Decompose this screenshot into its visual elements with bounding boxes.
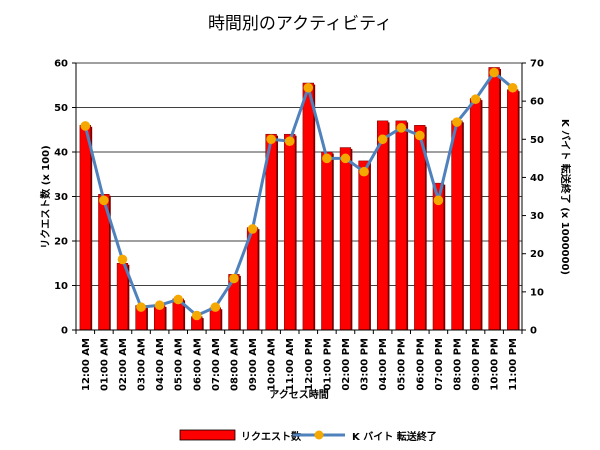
x-tick-label: 02:00 AM	[118, 338, 129, 391]
x-tick-label: 04:00 PM	[378, 338, 389, 391]
x-tick-label: 01:00 AM	[99, 338, 110, 391]
right-tick-label: 0	[530, 326, 537, 337]
bar	[376, 120, 389, 331]
right-axis-ticks: 0 10 20 30 40 50 60 70	[522, 59, 544, 337]
x-tick-label: 12:00 AM	[81, 338, 92, 391]
right-tick-label: 70	[530, 59, 544, 70]
legend-line-label: K バイト 転送終了	[352, 430, 437, 443]
legend-line-marker	[314, 430, 324, 440]
right-tick-label: 50	[530, 135, 544, 146]
bar	[321, 151, 333, 331]
x-tick-label: 11:00 AM	[285, 338, 296, 391]
legend: リクエスト数 K バイト 転送終了	[179, 429, 437, 443]
bar	[339, 147, 352, 331]
line-point	[173, 294, 184, 305]
line-point	[136, 302, 146, 312]
x-tick-label: 09:00 PM	[471, 338, 482, 391]
x-tick-label: 05:00 AM	[174, 338, 185, 391]
bar	[451, 120, 463, 331]
left-tick-label: 20	[54, 237, 68, 248]
line-point	[359, 166, 369, 177]
legend-bar-label: リクエスト数	[241, 430, 302, 443]
x-tick-label: 11:00 PM	[508, 338, 519, 391]
line-point	[210, 302, 221, 312]
line-point	[284, 136, 295, 146]
x-tick-label: 08:00 PM	[452, 338, 463, 391]
right-tick-label: 20	[530, 249, 544, 260]
left-tick-label: 0	[61, 326, 68, 337]
line-point	[470, 94, 481, 105]
line-point	[99, 195, 109, 206]
line-point	[489, 67, 499, 78]
line-series	[80, 67, 518, 321]
line-point	[229, 273, 239, 284]
x-tick-label: 10:00 AM	[267, 338, 278, 391]
right-axis-label: K バイト 転送終了 (x 1000000)	[559, 119, 572, 275]
right-tick-label: 10	[530, 287, 544, 298]
bar	[302, 82, 314, 331]
right-tick-label: 60	[530, 97, 544, 108]
gridlines	[76, 62, 522, 286]
left-axis-label: リクエスト数 (x 100)	[39, 145, 52, 248]
line-point	[154, 300, 165, 311]
bar	[358, 160, 370, 331]
x-tick-label: 03:00 PM	[360, 338, 371, 391]
left-tick-label: 30	[54, 192, 68, 203]
line-point	[433, 195, 444, 206]
x-tick-label: 04:00 AM	[155, 338, 166, 391]
line-point	[247, 224, 258, 234]
line-point	[303, 82, 314, 93]
left-tick-label: 10	[54, 281, 68, 292]
bar	[395, 120, 407, 331]
bar-series	[79, 67, 520, 331]
legend-bar-swatch	[179, 429, 236, 441]
bar	[116, 263, 129, 331]
line-point	[340, 153, 351, 164]
x-tick-label: 03:00 AM	[137, 338, 148, 391]
line-point	[377, 134, 388, 145]
x-tick-label: 02:00 PM	[341, 338, 352, 391]
x-tick-label: 05:00 PM	[397, 338, 408, 391]
x-tick-label: 06:00 AM	[192, 338, 203, 391]
right-tick-label: 30	[530, 211, 544, 222]
line-point	[414, 130, 425, 141]
left-axis-ticks: 0 10 20 30 40 50 60	[54, 59, 76, 337]
line-point	[396, 123, 407, 133]
x-tick-label: 06:00 PM	[415, 338, 426, 391]
left-tick-label: 50	[54, 103, 68, 114]
x-tick-label: 07:00 AM	[211, 338, 222, 391]
series-line	[83, 71, 514, 318]
right-tick-label: 40	[530, 173, 544, 184]
x-axis-ticks: 12:00 AM 01:00 AM 02:00 AM 03:00 AM 04:00 AM…	[75, 330, 523, 391]
x-tick-label: 08:00 AM	[229, 338, 240, 391]
line-point	[117, 254, 128, 265]
bar	[469, 98, 482, 331]
line-point	[452, 117, 462, 127]
line-point	[507, 82, 518, 93]
x-tick-label: 07:00 PM	[434, 338, 445, 391]
x-tick-label: 12:00 PM	[304, 338, 315, 391]
bar	[488, 67, 500, 331]
x-tick-label: 10:00 PM	[490, 338, 501, 391]
bar	[507, 89, 519, 331]
left-tick-label: 40	[54, 148, 68, 159]
line-point	[322, 153, 332, 164]
x-axis-label: アクセス時間	[269, 388, 329, 401]
line-point	[80, 121, 91, 131]
bar	[79, 125, 91, 331]
bar	[432, 182, 445, 331]
x-tick-label: 09:00 AM	[248, 338, 259, 391]
left-tick-label: 60	[54, 59, 68, 70]
bar	[414, 125, 426, 331]
line-point	[266, 134, 276, 145]
bar	[284, 133, 296, 331]
x-tick-label: 01:00 PM	[322, 338, 333, 391]
chart-title: 時間別のアクティビティ	[208, 14, 392, 34]
line-point	[191, 310, 202, 321]
